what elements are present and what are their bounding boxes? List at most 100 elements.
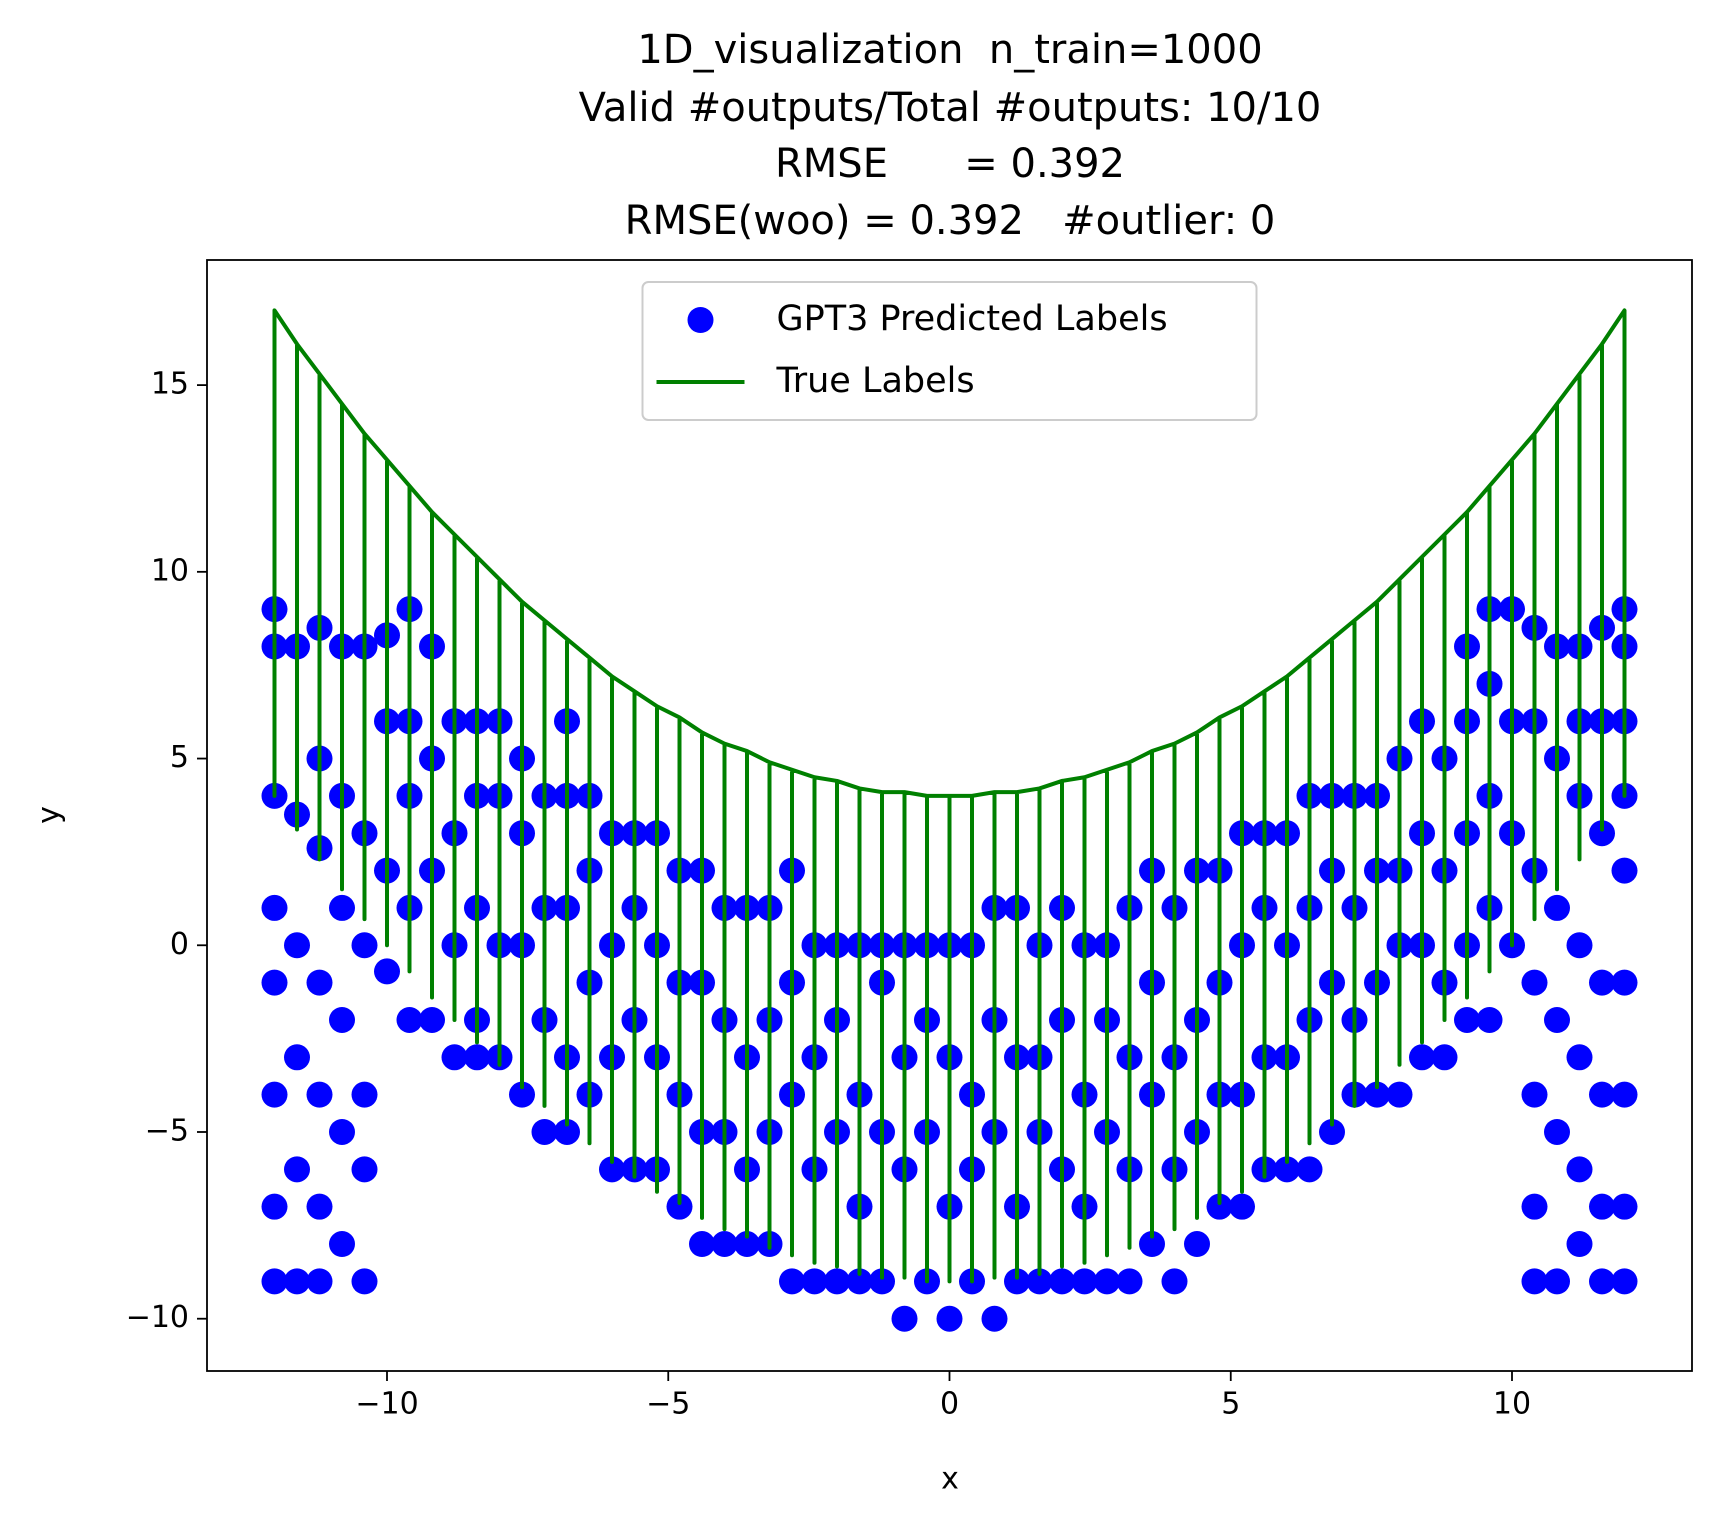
point (1521, 1081, 1548, 1108)
point (1274, 1156, 1300, 1183)
point (374, 958, 400, 985)
point (531, 1118, 558, 1145)
point (351, 1081, 378, 1108)
point (801, 1268, 828, 1295)
point (1566, 1044, 1593, 1071)
point (261, 1081, 288, 1108)
point (351, 1156, 378, 1183)
y-axis-label: y (32, 806, 67, 824)
point (1521, 1193, 1548, 1220)
point (1094, 1268, 1120, 1295)
point (419, 1006, 445, 1033)
point (1544, 1268, 1570, 1295)
legend-label: GPT3 Predicted Labels (777, 299, 1168, 339)
point (509, 1081, 535, 1108)
y-tick-label: 15 (151, 367, 189, 402)
legend: GPT3 Predicted Labels True Labels (641, 281, 1258, 421)
point (1229, 1193, 1255, 1220)
point (329, 1006, 355, 1033)
y-tick-label: 0 (170, 927, 189, 962)
legend-box (641, 281, 1258, 421)
point (1026, 1268, 1053, 1295)
point (779, 1268, 805, 1295)
x-tick-label: 10 (1493, 1387, 1531, 1422)
point (1296, 1156, 1323, 1183)
x-tick-label: 5 (1221, 1387, 1240, 1422)
y-tick-label: 10 (151, 553, 189, 588)
point (1161, 1268, 1188, 1295)
point (441, 1044, 468, 1071)
point (1589, 820, 1615, 847)
point (351, 1268, 378, 1295)
x-tick-label: 0 (940, 1387, 959, 1422)
plot-area (261, 308, 1638, 1332)
point (936, 1305, 963, 1332)
point (284, 932, 310, 959)
point (1476, 1006, 1503, 1033)
point (869, 1268, 895, 1295)
point (261, 894, 288, 921)
point (1589, 1268, 1615, 1295)
point (554, 1118, 580, 1145)
point (261, 969, 288, 996)
point (1521, 1268, 1548, 1295)
point (1611, 857, 1638, 884)
point (1319, 1118, 1345, 1145)
point (891, 1305, 918, 1332)
point (284, 1156, 310, 1183)
y-tick-label: −10 (126, 1300, 189, 1335)
point (824, 1268, 850, 1295)
point (1521, 969, 1548, 996)
point (1409, 1044, 1435, 1071)
legend-label: True Labels (776, 361, 975, 401)
x-axis-label: x (941, 1462, 959, 1497)
point (1386, 1081, 1413, 1108)
point (1004, 1268, 1030, 1295)
x-tick-label: −5 (646, 1387, 690, 1422)
point (284, 1044, 310, 1071)
point (261, 1193, 288, 1220)
point (396, 1006, 423, 1033)
point (284, 1268, 310, 1295)
point (1184, 1231, 1210, 1258)
point (1544, 1006, 1570, 1033)
point (261, 1268, 288, 1295)
point (1611, 1081, 1638, 1108)
line (272, 308, 1627, 1284)
point (1139, 1231, 1165, 1258)
point (1589, 1193, 1615, 1220)
point (1566, 1231, 1593, 1258)
point (1454, 1006, 1480, 1033)
point (1611, 969, 1638, 996)
point (306, 1268, 333, 1295)
point (306, 1193, 333, 1220)
point (1071, 1268, 1098, 1295)
point (711, 1231, 738, 1258)
point (1611, 1193, 1638, 1220)
chart-subtitle: RMSE(woo) = 0.392 #outlier: 0 (625, 198, 1276, 244)
point (599, 1156, 625, 1183)
y-tick-label: −5 (145, 1113, 189, 1148)
point (351, 932, 378, 959)
point (329, 1231, 355, 1258)
point (1589, 1081, 1615, 1108)
point (1611, 1268, 1638, 1295)
x-tick-label: −10 (355, 1387, 418, 1422)
point (329, 894, 355, 921)
point (734, 1231, 760, 1258)
point (846, 1268, 873, 1295)
point (1116, 1268, 1143, 1295)
point (1049, 1268, 1075, 1295)
legend-key (687, 307, 714, 333)
point (306, 969, 333, 996)
point (1544, 894, 1570, 921)
point (1364, 1081, 1390, 1108)
chart-title: 1D_visualization n_train=1000 (637, 27, 1262, 73)
point (1589, 969, 1615, 996)
point (329, 1118, 355, 1145)
point (1566, 932, 1593, 959)
point (689, 1231, 715, 1258)
point (981, 1305, 1008, 1332)
point (1566, 1156, 1593, 1183)
